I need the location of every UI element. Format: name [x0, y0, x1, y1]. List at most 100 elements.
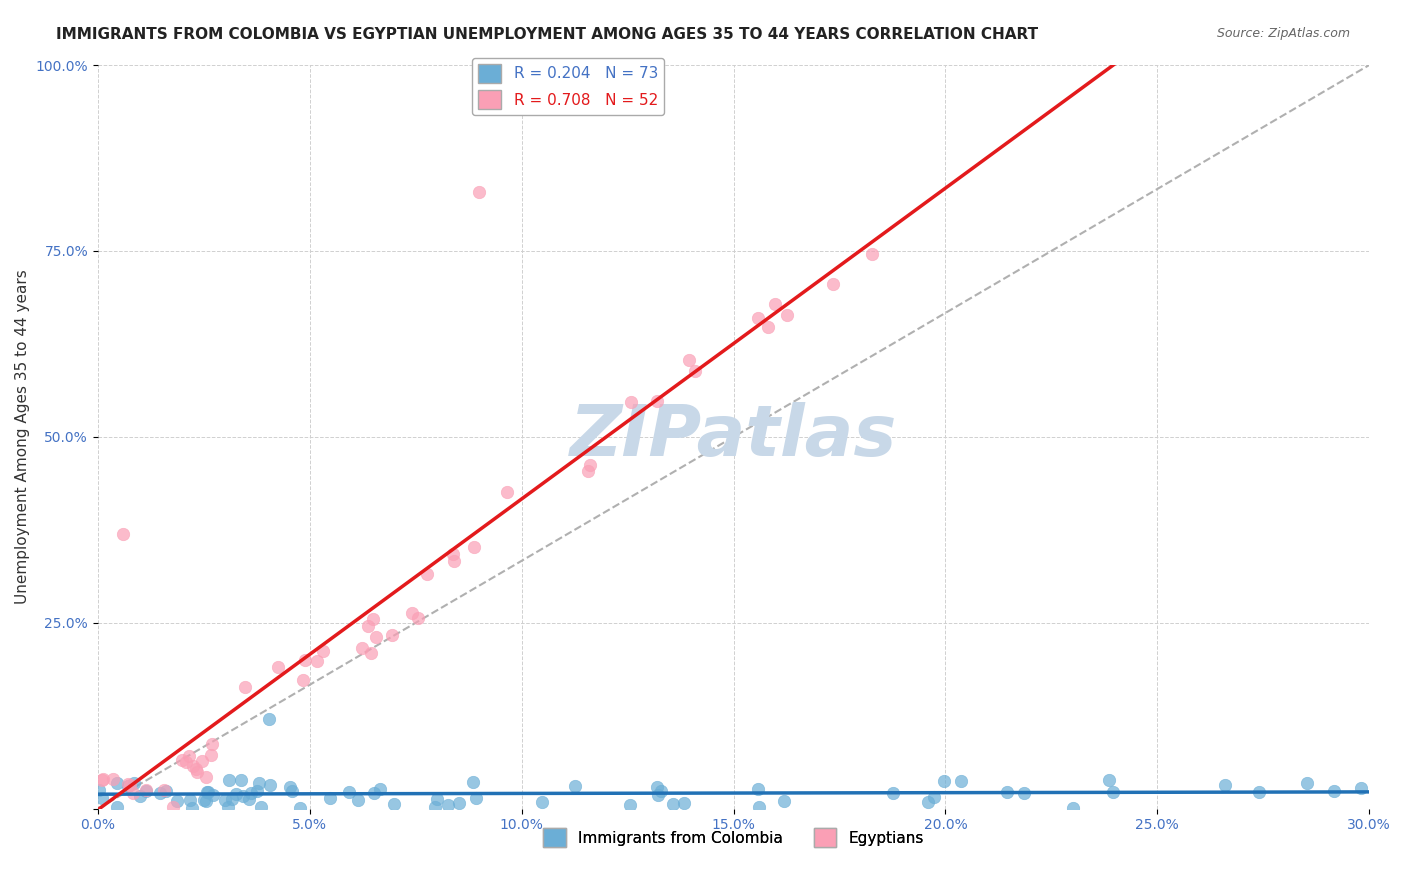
Point: [337, 785, 360, 799]
Text: ZIPatlas: ZIPatlas: [569, 402, 897, 471]
Point: [105, 800, 128, 814]
Point: [381, 627, 404, 641]
Point: [650, 784, 672, 798]
Point: [662, 797, 685, 812]
Point: [91, 772, 114, 787]
Point: [250, 799, 273, 814]
Point: [1350, 780, 1372, 795]
Point: [763, 297, 786, 311]
Point: [1062, 801, 1084, 815]
Text: IMMIGRANTS FROM COLOMBIA VS EGYPTIAN UNEMPLOYMENT AMONG AGES 35 TO 44 YEARS CORR: IMMIGRANTS FROM COLOMBIA VS EGYPTIAN UNE…: [56, 27, 1039, 42]
Point: [201, 737, 224, 751]
Point: [673, 796, 696, 810]
Point: [683, 364, 706, 378]
Point: [162, 800, 184, 814]
Point: [183, 759, 205, 773]
Point: [221, 791, 243, 805]
Point: [135, 783, 157, 797]
Point: [495, 484, 517, 499]
Point: [917, 795, 939, 809]
Point: [447, 797, 470, 811]
Point: [180, 801, 202, 815]
Point: [645, 780, 668, 794]
Point: [949, 774, 972, 789]
Point: [401, 606, 423, 620]
Point: [101, 772, 124, 787]
Point: [186, 764, 208, 779]
Point: [347, 793, 370, 807]
Point: [87, 782, 110, 797]
Point: [821, 277, 844, 292]
Point: [121, 786, 143, 800]
Point: [415, 567, 437, 582]
Point: [247, 776, 270, 790]
Y-axis label: Unemployment Among Ages 35 to 44 years: Unemployment Among Ages 35 to 44 years: [15, 269, 30, 604]
Point: [426, 791, 449, 805]
Point: [995, 785, 1018, 799]
Point: [311, 644, 333, 658]
Point: [776, 308, 799, 322]
Point: [174, 756, 197, 770]
Point: [882, 786, 904, 800]
Point: [280, 780, 302, 795]
Point: [105, 775, 128, 789]
Point: [382, 797, 405, 811]
Point: [122, 775, 145, 789]
Point: [218, 772, 240, 787]
Point: [225, 787, 247, 801]
Point: [179, 748, 201, 763]
Point: [318, 791, 340, 805]
Point: [860, 247, 883, 261]
Point: [425, 800, 447, 814]
Point: [91, 791, 114, 805]
Point: [363, 787, 385, 801]
Legend: Immigrants from Colombia, Egyptians: Immigrants from Colombia, Egyptians: [537, 822, 931, 853]
Point: [233, 680, 256, 694]
Point: [1102, 784, 1125, 798]
Point: [197, 785, 219, 799]
Point: [747, 311, 769, 326]
Point: [232, 789, 254, 803]
Point: [111, 526, 134, 541]
Point: [267, 660, 290, 674]
Point: [292, 673, 315, 687]
Point: [579, 458, 602, 473]
Point: [748, 800, 770, 814]
Point: [238, 792, 260, 806]
Point: [747, 782, 769, 797]
Point: [166, 794, 188, 808]
Point: [91, 772, 114, 786]
Point: [443, 547, 465, 561]
Point: [756, 319, 779, 334]
Point: [468, 185, 491, 199]
Point: [406, 611, 429, 625]
Point: [200, 748, 222, 763]
Point: [195, 795, 218, 809]
Point: [922, 790, 945, 805]
Point: [360, 646, 382, 660]
Point: [195, 770, 218, 784]
Point: [564, 779, 586, 793]
Point: [294, 653, 316, 667]
Point: [257, 713, 280, 727]
Point: [465, 790, 488, 805]
Point: [1215, 778, 1237, 792]
Point: [117, 779, 139, 793]
Point: [307, 655, 329, 669]
Point: [259, 779, 281, 793]
Point: [576, 464, 599, 478]
Point: [153, 783, 176, 797]
Point: [1323, 784, 1346, 798]
Point: [193, 792, 215, 806]
Point: [195, 785, 218, 799]
Point: [179, 793, 201, 807]
Point: [217, 799, 239, 814]
Point: [288, 800, 311, 814]
Point: [461, 775, 484, 789]
Point: [186, 762, 208, 776]
Point: [436, 798, 458, 813]
Point: [773, 794, 796, 808]
Point: [135, 782, 157, 797]
Point: [170, 753, 193, 767]
Point: [117, 777, 139, 791]
